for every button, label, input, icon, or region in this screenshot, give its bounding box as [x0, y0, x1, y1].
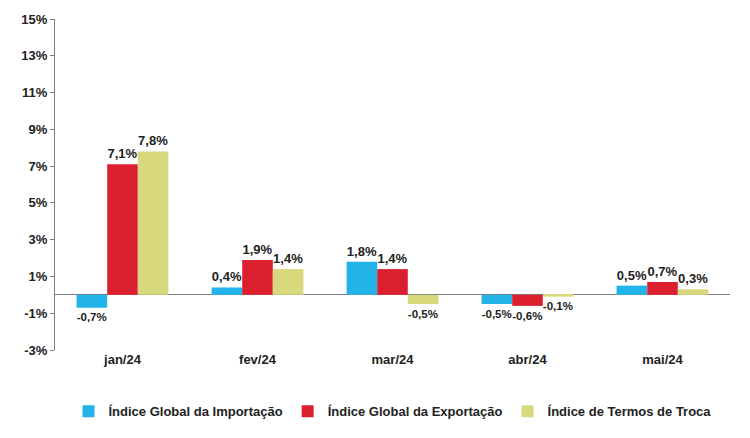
svg-text:fev/24: fev/24 — [239, 352, 277, 367]
svg-text:5%: 5% — [29, 195, 48, 210]
svg-text:mai/24: mai/24 — [642, 352, 683, 367]
svg-text:3%: 3% — [29, 232, 48, 247]
svg-text:jan/24: jan/24 — [103, 352, 142, 367]
svg-text:-1%: -1% — [24, 306, 48, 321]
svg-text:-0,1%: -0,1% — [543, 300, 573, 312]
svg-text:Índice Global da Exportação: Índice Global da Exportação — [328, 404, 503, 419]
svg-text:1,4%: 1,4% — [273, 251, 303, 266]
svg-text:Índice de Termos de Troca: Índice de Termos de Troca — [548, 404, 712, 419]
svg-text:-0,7%: -0,7% — [77, 311, 107, 323]
svg-text:0,5%: 0,5% — [617, 268, 647, 283]
svg-text:abr/24: abr/24 — [508, 352, 547, 367]
svg-text:Índice Global da Importação: Índice Global da Importação — [109, 404, 283, 419]
svg-text:13%: 13% — [21, 48, 47, 63]
svg-text:-3%: -3% — [24, 343, 48, 358]
svg-text:1,4%: 1,4% — [377, 251, 407, 266]
svg-text:0,7%: 0,7% — [647, 264, 677, 279]
svg-text:0,4%: 0,4% — [212, 269, 242, 284]
svg-text:1%: 1% — [29, 269, 48, 284]
svg-text:9%: 9% — [29, 122, 48, 137]
svg-text:7,8%: 7,8% — [138, 133, 168, 148]
svg-text:1,9%: 1,9% — [242, 242, 272, 257]
svg-text:15%: 15% — [21, 12, 47, 27]
svg-text:11%: 11% — [22, 85, 48, 100]
svg-text:-0,6%: -0,6% — [512, 310, 542, 322]
svg-text:0,3%: 0,3% — [678, 271, 708, 286]
svg-text:-0,5%: -0,5% — [482, 308, 512, 320]
svg-text:1,8%: 1,8% — [347, 244, 377, 259]
svg-text:-0,5%: -0,5% — [408, 308, 438, 320]
svg-text:7%: 7% — [29, 159, 48, 174]
svg-text:mar/24: mar/24 — [372, 352, 415, 367]
svg-text:7,1%: 7,1% — [107, 146, 137, 161]
